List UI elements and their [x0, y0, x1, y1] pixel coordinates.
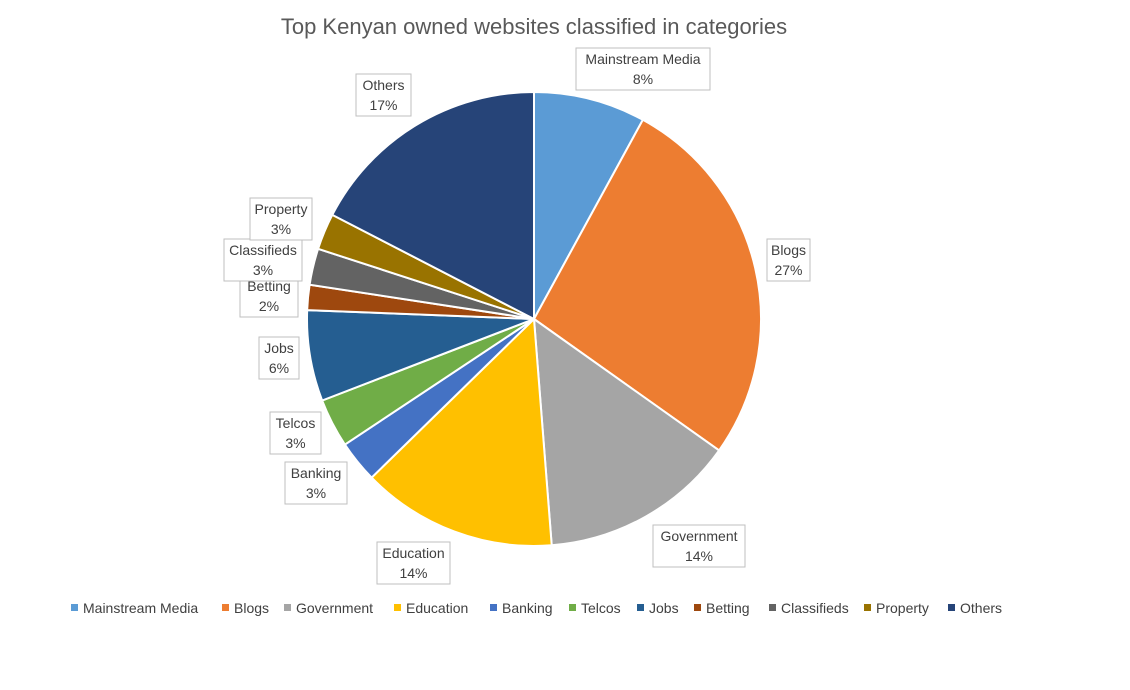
- data-label-category: Jobs: [264, 340, 294, 356]
- legend-item-others: Others: [948, 600, 1002, 616]
- legend-label: Others: [960, 600, 1002, 616]
- data-label-betting: Betting 2%: [239, 274, 299, 318]
- data-label-category: Education: [382, 545, 444, 561]
- legend-swatch: [948, 604, 955, 611]
- data-label-category: Telcos: [276, 415, 316, 431]
- legend-item-property: Property: [864, 600, 929, 616]
- data-label-box: [239, 274, 299, 318]
- legend-label: Classifieds: [781, 600, 849, 616]
- legend-swatch: [569, 604, 576, 611]
- legend-swatch: [769, 604, 776, 611]
- legend-label: Government: [296, 600, 373, 616]
- legend-swatch: [394, 604, 401, 611]
- legend-swatch: [864, 604, 871, 611]
- legend-swatch: [490, 604, 497, 611]
- legend: Mainstream Media Blogs Government Education…: [71, 600, 1002, 616]
- legend-item-government: Government: [284, 600, 373, 616]
- data-label-percent: 3%: [271, 221, 291, 237]
- legend-label: Jobs: [649, 600, 679, 616]
- legend-label: Mainstream Media: [83, 600, 198, 616]
- legend-swatch: [71, 604, 78, 611]
- legend-label: Property: [876, 600, 929, 616]
- legend-label: Betting: [706, 600, 750, 616]
- legend-item-blogs: Blogs: [222, 600, 269, 616]
- data-label-percent: 3%: [306, 485, 326, 501]
- pie-slice-others: [330, 90, 535, 321]
- data-label-category: Mainstream Media: [585, 51, 700, 67]
- legend-swatch: [694, 604, 701, 611]
- data-label-percent: 8%: [633, 71, 653, 87]
- data-label-box: [258, 336, 300, 380]
- pie-slice-education: [370, 316, 553, 547]
- data-label-category: Property: [255, 201, 308, 217]
- data-label-percent: 17%: [369, 97, 397, 113]
- data-label-mainstream-media: Mainstream Media 8%: [575, 47, 711, 91]
- legend-swatch: [284, 604, 291, 611]
- data-label-percent: 3%: [253, 262, 273, 278]
- data-label-property: Property 3%: [249, 197, 313, 241]
- pie-slice-mainstream-media: [533, 90, 645, 320]
- data-label-category: Banking: [291, 465, 342, 481]
- legend-label: Education: [406, 600, 468, 616]
- data-label-percent: 14%: [399, 565, 427, 581]
- legend-swatch: [637, 604, 644, 611]
- data-label-blogs: Blogs 27%: [766, 238, 811, 282]
- data-label-box: [575, 47, 711, 91]
- data-label-category: Blogs: [771, 242, 806, 258]
- data-label-category: Government: [660, 528, 737, 544]
- data-label-percent: 3%: [285, 435, 305, 451]
- data-label-box: [652, 524, 746, 568]
- data-label-jobs: Jobs 6%: [258, 336, 300, 380]
- data-label-category: Classifieds: [229, 242, 297, 258]
- data-label-percent: 2%: [259, 298, 279, 314]
- data-label-government: Government 14%: [652, 524, 746, 568]
- legend-item-mainstream-media: Mainstream Media: [71, 600, 198, 616]
- legend-item-banking: Banking: [490, 600, 553, 616]
- data-label-telcos: Telcos 3%: [269, 411, 322, 455]
- data-label-box: [766, 238, 811, 282]
- pie-slices: [306, 90, 762, 547]
- legend-label: Blogs: [234, 600, 269, 616]
- pie-slice-government: [532, 316, 721, 547]
- data-label-others: Others 17%: [355, 73, 412, 117]
- chart-title: Top Kenyan owned websites classified in …: [281, 14, 787, 39]
- legend-item-jobs: Jobs: [637, 600, 679, 616]
- legend-label: Banking: [502, 600, 553, 616]
- data-label-category: Betting: [247, 278, 291, 294]
- data-label-percent: 6%: [269, 360, 289, 376]
- legend-swatch: [222, 604, 229, 611]
- data-labels: Mainstream Media8%Blogs27%Government14%E…: [223, 47, 811, 585]
- data-label-box: [376, 541, 451, 585]
- data-label-box: [249, 197, 313, 241]
- data-label-classifieds: Classifieds 3%: [223, 238, 303, 282]
- data-label-education: Education 14%: [376, 541, 451, 585]
- legend-item-betting: Betting: [694, 600, 750, 616]
- legend-item-classifieds: Classifieds: [769, 600, 849, 616]
- data-label-banking: Banking 3%: [284, 461, 348, 505]
- legend-item-education: Education: [394, 600, 468, 616]
- data-label-percent: 27%: [774, 262, 802, 278]
- data-label-category: Others: [362, 77, 404, 93]
- data-label-box: [284, 461, 348, 505]
- data-label-percent: 14%: [685, 548, 713, 564]
- data-label-box: [269, 411, 322, 455]
- legend-item-telcos: Telcos: [569, 600, 621, 616]
- legend-label: Telcos: [581, 600, 621, 616]
- pie-slice-blogs: [532, 118, 762, 452]
- data-label-box: [355, 73, 412, 117]
